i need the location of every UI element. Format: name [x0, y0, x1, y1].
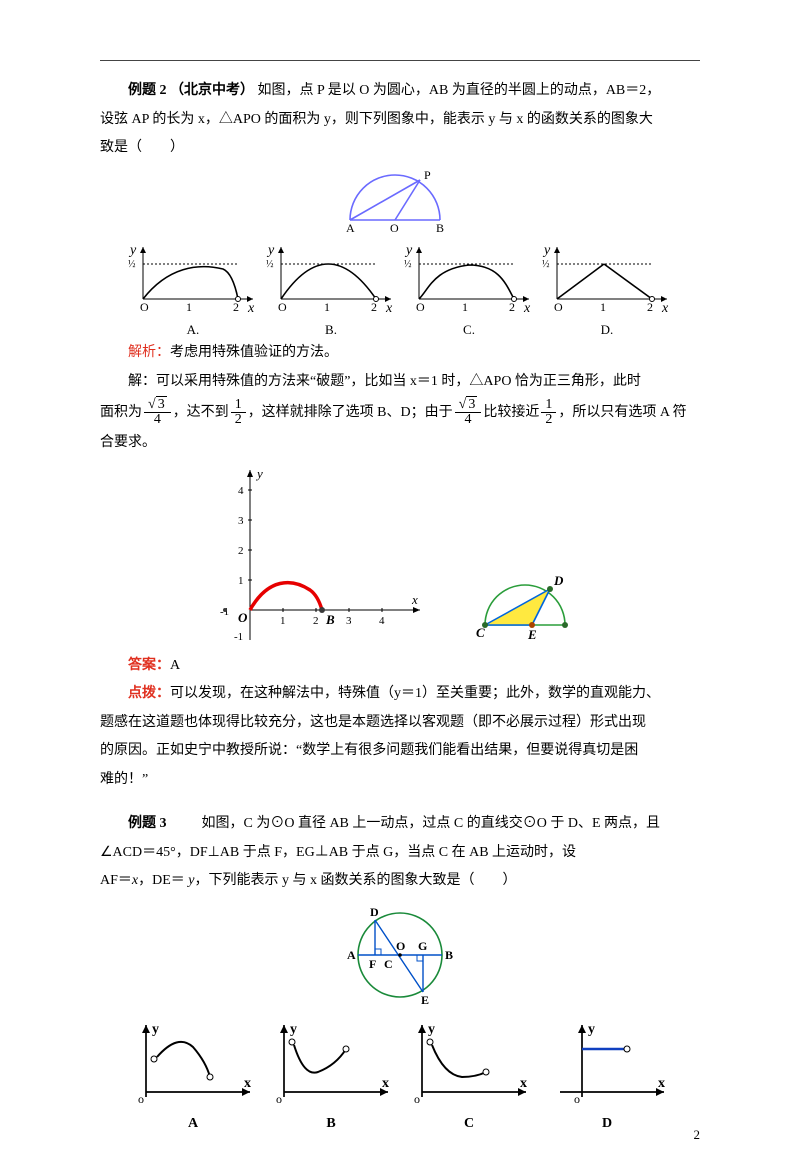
svg-text:½: ½ — [404, 259, 412, 270]
svg-text:o: o — [138, 1092, 144, 1106]
svg-text:x: x — [382, 1076, 389, 1091]
svg-text:A: A — [347, 948, 356, 962]
example2-hint3: 的原因。正如史宁中教授所说：“数学上有很多问题我们能看出结果，但要说得真切是困 — [100, 739, 700, 764]
svg-text:x: x — [385, 301, 393, 316]
svg-text:y: y — [588, 1022, 595, 1037]
svg-text:4: 4 — [379, 615, 385, 627]
ex3-option-d: y x o D — [542, 1017, 672, 1137]
example2-analysis: 解析：考虑用特殊值验证的方法。 — [100, 341, 700, 366]
svg-text:1: 1 — [186, 300, 192, 314]
example2-solution-l3: 合要求。 — [100, 431, 700, 456]
svg-text:B: B — [325, 612, 335, 627]
example2-center-figs: y x O -1 1 2 3 4 1 2 3 4 -1 B — [100, 460, 700, 650]
svg-text:O: O — [554, 300, 563, 314]
example3-p2: ∠ACD＝45°，DF⊥AB 于点 F，EG⊥AB 于点 G，当点 C 在 AB… — [100, 841, 700, 866]
svg-text:D: D — [553, 573, 564, 588]
ex3-option-b: y x o B — [266, 1017, 396, 1137]
svg-text:y: y — [255, 466, 263, 481]
example2-p1: 如图，点 P 是以 O 为圆心，AB 为直径的半圆上的动点，AB＝2， — [258, 83, 661, 98]
example2-hint2: 题感在这道题也体现得比较充分，这也是本题选择以客观题（即不必展示过程）形式出现 — [100, 711, 700, 736]
option-c: y x O ½ 1 2 C. — [404, 239, 534, 342]
svg-text:F: F — [369, 957, 376, 971]
svg-text:2: 2 — [233, 300, 239, 314]
svg-text:-1: -1 — [234, 631, 243, 643]
svg-text:2: 2 — [509, 300, 515, 314]
option-a: y x O ½ 1 2 A. — [128, 239, 258, 342]
example2-hint1: 点拨：可以发现，在这种解法中，特殊值（y＝1）至关重要；此外，数学的直观能力、 — [100, 682, 700, 707]
svg-text:2: 2 — [371, 300, 377, 314]
example3-p3: AF＝x，DE＝ y，下列能表示 y 与 x 函数关系的图象大致是（ ） — [100, 869, 700, 894]
svg-text:1: 1 — [238, 575, 244, 587]
example2-p2: 设弦 AP 的长为 x，△APO 的面积为 y，则下列图象中，能表示 y 与 x… — [100, 108, 700, 133]
svg-text:x: x — [658, 1076, 665, 1091]
svg-text:x: x — [411, 592, 418, 607]
svg-text:3: 3 — [238, 515, 244, 527]
svg-text:y: y — [152, 1022, 159, 1037]
svg-text:1: 1 — [324, 300, 330, 314]
example2-p3: 致是（ ） — [100, 136, 700, 161]
svg-text:O: O — [140, 300, 149, 314]
svg-text:y: y — [128, 243, 137, 258]
svg-text:4: 4 — [238, 485, 244, 497]
svg-text:½: ½ — [128, 259, 136, 270]
svg-text:o: o — [414, 1092, 420, 1106]
svg-text:x: x — [244, 1076, 251, 1091]
ex3-option-a: y x o A — [128, 1017, 258, 1137]
svg-text:y: y — [290, 1022, 297, 1037]
example2-semicircle: A B O P — [100, 165, 700, 235]
svg-text:C: C — [476, 625, 485, 640]
svg-text:y: y — [404, 243, 413, 258]
svg-text:3: 3 — [346, 615, 352, 627]
svg-text:A: A — [346, 221, 355, 235]
example2-answer: 答案：A — [100, 654, 700, 679]
example3-problem: 例题 3 如图，C 为⊙O 直径 AB 上一动点，过点 C 的直线交⊙O 于 D… — [100, 812, 700, 837]
svg-text:x: x — [661, 301, 669, 316]
svg-text:C: C — [384, 957, 393, 971]
svg-text:-1: -1 — [220, 606, 229, 618]
svg-text:x: x — [247, 301, 255, 316]
example2-source: （北京中考） — [170, 83, 254, 98]
example3-circle: A B D E F C O G — [100, 898, 700, 1013]
svg-text:O: O — [278, 300, 287, 314]
svg-text:y: y — [266, 243, 275, 258]
top-rule — [100, 60, 700, 61]
svg-text:O: O — [416, 300, 425, 314]
svg-text:x: x — [520, 1076, 527, 1091]
svg-text:½: ½ — [542, 259, 550, 270]
svg-text:o: o — [276, 1092, 282, 1106]
svg-text:O: O — [396, 939, 405, 953]
svg-text:1: 1 — [280, 615, 286, 627]
svg-text:E: E — [527, 627, 537, 642]
svg-text:y: y — [542, 243, 551, 258]
example2-heading: 例题 2 — [128, 83, 167, 98]
svg-text:E: E — [421, 993, 429, 1007]
svg-text:B: B — [436, 221, 444, 235]
example3-options-row: y x o A y x o B — [100, 1017, 700, 1137]
svg-text:1: 1 — [600, 300, 606, 314]
option-b: y x O ½ 1 2 B. — [266, 239, 396, 342]
svg-text:1: 1 — [462, 300, 468, 314]
svg-text:P: P — [424, 168, 431, 182]
svg-text:O: O — [390, 221, 399, 235]
example2-solution-l2: 面积为 34 ，达不到 12 ，这样就排除了选项 B、D；由于 34 比较接近 … — [100, 398, 700, 427]
example3-heading: 例题 3 — [128, 816, 167, 831]
svg-text:2: 2 — [313, 615, 319, 627]
option-d: y x O ½ 1 2 D. — [542, 239, 672, 342]
svg-text:O: O — [238, 610, 248, 625]
example2-options-row: y x O ½ 1 2 A. y x O ½ — [100, 239, 700, 342]
page-number: 2 — [694, 1124, 701, 1147]
example2-solution-l1: 解：可以采用特殊值的方法来“破题”，比如当 x＝1 时，△APO 恰为正三角形，… — [100, 370, 700, 395]
svg-text:D: D — [370, 905, 379, 919]
svg-text:B: B — [445, 948, 453, 962]
svg-text:o: o — [574, 1092, 580, 1106]
svg-text:2: 2 — [647, 300, 653, 314]
example2-problem: 例题 2 （北京中考） 如图，点 P 是以 O 为圆心，AB 为直径的半圆上的动… — [100, 79, 700, 104]
svg-text:2: 2 — [238, 545, 244, 557]
svg-text:½: ½ — [266, 259, 274, 270]
ex3-option-c: y x o C — [404, 1017, 534, 1137]
svg-text:y: y — [428, 1022, 435, 1037]
svg-text:x: x — [523, 301, 531, 316]
example2-hint4: 难的！” — [100, 768, 700, 793]
svg-text:G: G — [418, 939, 427, 953]
